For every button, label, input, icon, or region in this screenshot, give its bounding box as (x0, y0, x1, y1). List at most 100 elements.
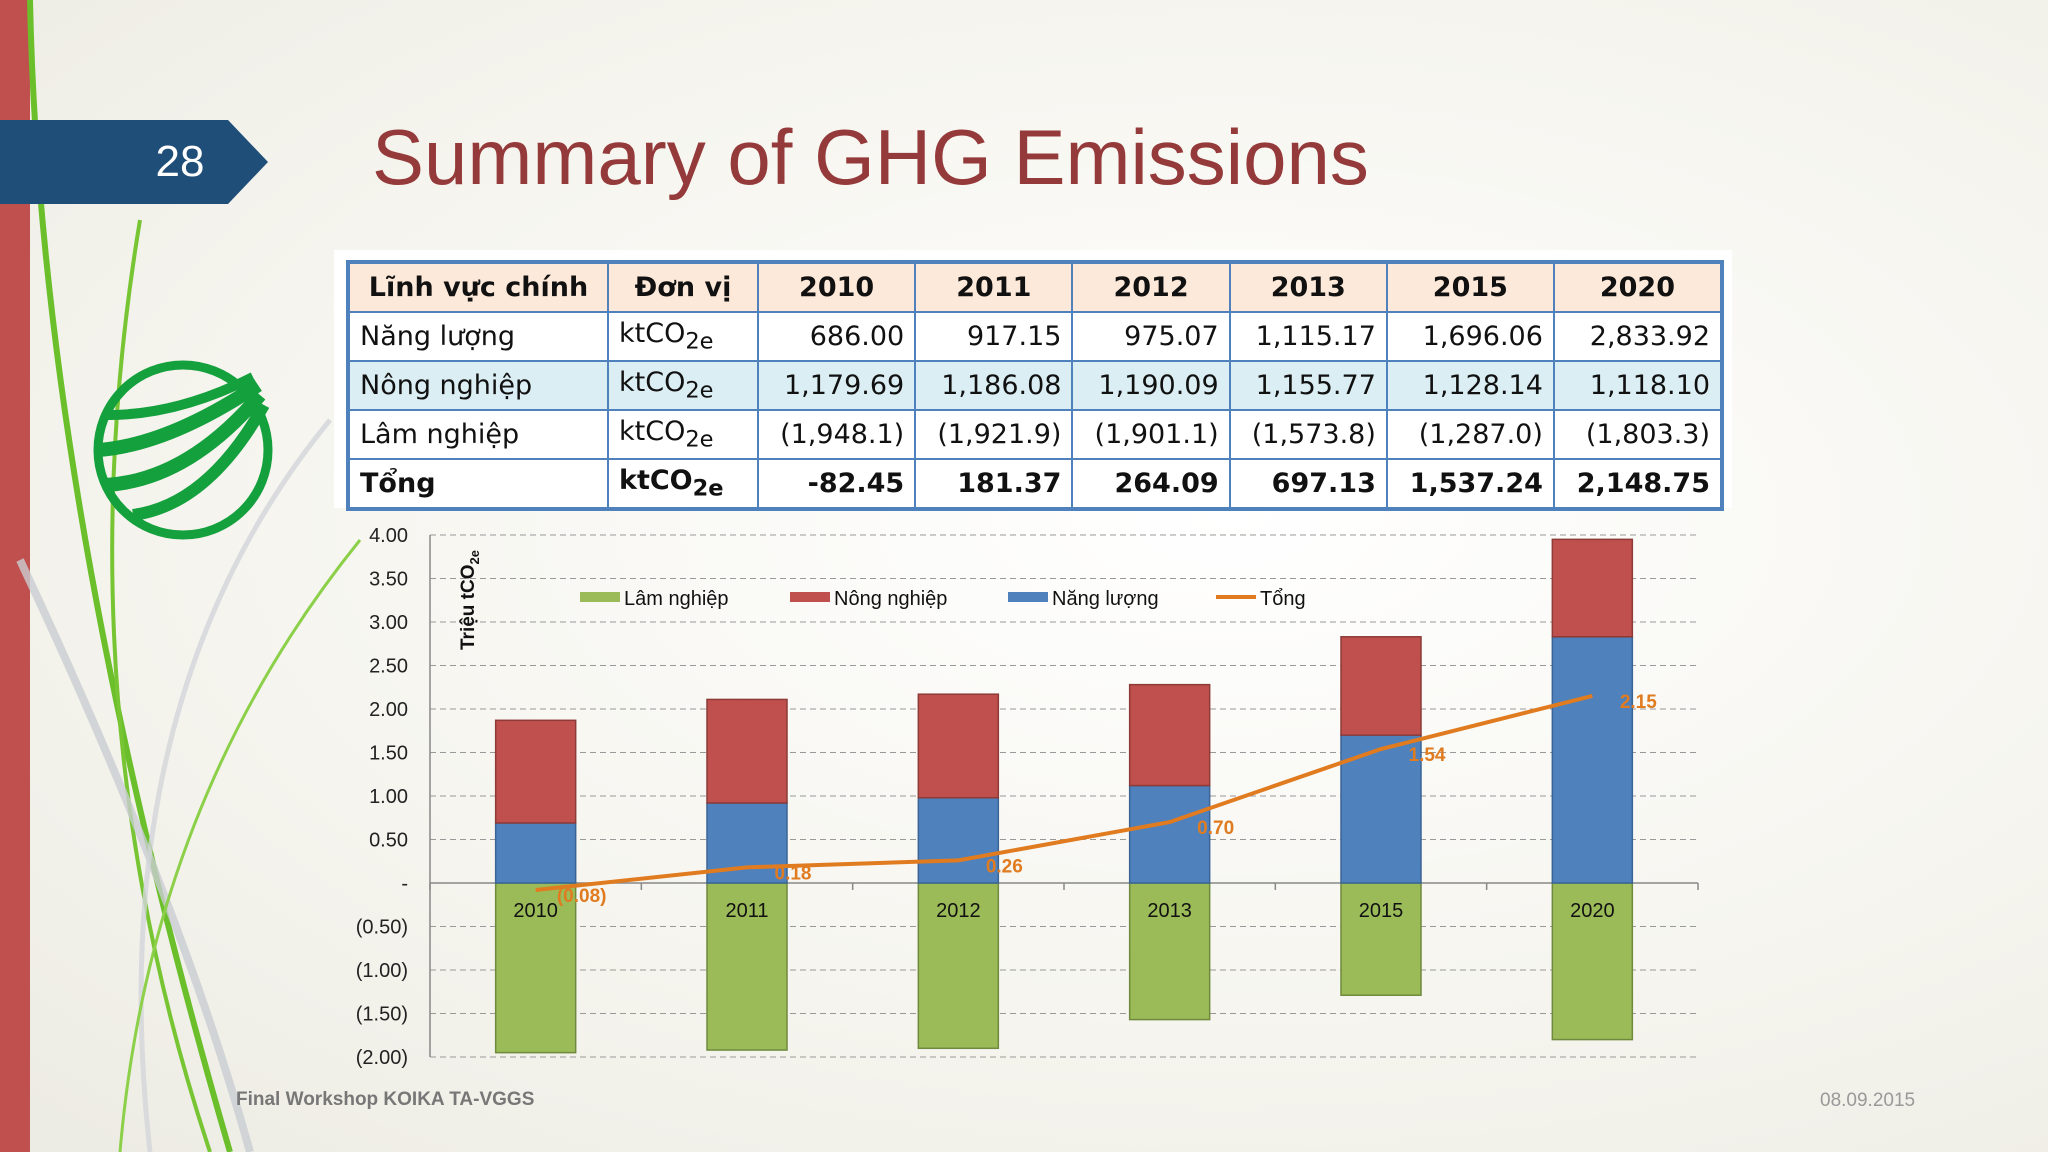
table-cell: (1,921.9) (914, 409, 1074, 460)
slide-number: 28 (155, 137, 205, 186)
bar-nong-nghiep (917, 693, 1000, 799)
y-tick-label: 2.50 (369, 656, 408, 678)
x-category-label: 2010 (513, 900, 558, 922)
y-tick-label: (0.50) (356, 917, 408, 939)
unit-sub: 2e (692, 475, 724, 502)
table-cell: 181.37 (914, 458, 1074, 510)
unit-base: ktCO (619, 416, 686, 448)
table-cell: 1,115.17 (1228, 311, 1388, 362)
bar-nong-nghiep (1340, 636, 1422, 736)
header-year: 2011 (914, 261, 1074, 313)
table-cell: (1,803.3) (1552, 409, 1724, 460)
header-sector: Lĩnh vực chính (347, 261, 609, 313)
x-category-label: 2015 (1359, 900, 1404, 922)
table-row: Nông nghiệp ktCO2e 1,179.69 1,186.08 1,1… (347, 360, 1724, 411)
bar-lam-nghiep (494, 882, 577, 1054)
legend-label: Nông nghiệp (834, 588, 947, 610)
y-axis-label: Triệu tCO2e (458, 550, 482, 650)
unit-base: ktCO (619, 465, 693, 497)
legend-label: Lâm nghiệp (624, 588, 729, 610)
legend-swatch (580, 592, 620, 602)
legend-swatch (1008, 592, 1048, 602)
bar-lam-nghiep (1340, 882, 1422, 996)
table-cell: (1,901.1) (1071, 409, 1231, 460)
table-cell: 917.15 (914, 311, 1074, 362)
bar-nong-nghiep (494, 719, 577, 824)
footer-date: 08.09.2015 (1820, 1090, 1916, 1111)
row-sector: Lâm nghiệp (347, 409, 609, 460)
line-data-label: 2.15 (1620, 692, 1657, 713)
table-cell: 1,186.08 (914, 360, 1074, 411)
table-header-row: Lĩnh vực chính Đơn vị 2010 2011 2012 201… (347, 261, 1724, 313)
line-tong (535, 694, 1593, 892)
table-cell: 1,696.06 (1385, 311, 1555, 362)
bar-lam-nghiep (1128, 882, 1211, 1021)
line-data-label: (0.08) (557, 886, 607, 907)
line-data-label: 0.26 (986, 856, 1023, 877)
y-tick-label: 1.00 (369, 786, 408, 808)
y-tick-label: 1.50 (369, 743, 408, 765)
slide-title: Summary of GHG Emissions (372, 113, 1369, 201)
row-sector: Nông nghiệp (347, 360, 609, 411)
row-sector: Năng lượng (347, 311, 609, 362)
x-category-label: 2013 (1147, 900, 1192, 922)
unit-sub: 2e (685, 328, 714, 355)
emissions-table: Lĩnh vực chính Đơn vị 2010 2011 2012 201… (346, 260, 1724, 511)
table-cell: -82.45 (756, 458, 917, 510)
footer-event: Final Workshop KOIKA TA-VGGS (236, 1089, 535, 1110)
y-tick-label: 0.50 (369, 830, 408, 852)
table-cell: 1,179.69 (756, 360, 917, 411)
bar-nang-luong (494, 822, 577, 884)
row-unit: ktCO2e (607, 409, 759, 460)
bar-nong-nghiep (1128, 683, 1211, 787)
table-cell: 1,128.14 (1385, 360, 1555, 411)
legend-label: Năng lượng (1052, 588, 1159, 610)
y-tick-label: 3.50 (369, 569, 408, 591)
unit-sub: 2e (685, 377, 714, 404)
table-cell: 2,833.92 (1552, 311, 1724, 362)
table-cell: 1,155.77 (1228, 360, 1388, 411)
line-data-label: 0.18 (775, 863, 812, 884)
bar-nong-nghiep (706, 698, 788, 804)
table-cell: (1,948.1) (756, 409, 917, 460)
decorative-grey-stroke (16, 558, 254, 1152)
y-tick-label: 2.00 (369, 699, 408, 721)
table-row-total: Tổng ktCO2e -82.45 181.37 264.09 697.13 … (347, 458, 1724, 510)
y-tick-label: (1.00) (356, 960, 408, 982)
decorative-green-stroke-2 (110, 219, 212, 1152)
decorative-grey-stroke-2 (138, 418, 332, 1152)
row-unit: ktCO2e (607, 458, 759, 510)
y-tick-label: (1.50) (356, 1004, 408, 1026)
table-cell: 975.07 (1071, 311, 1231, 362)
bar-nang-luong (1128, 784, 1211, 884)
header-year: 2012 (1071, 261, 1231, 313)
bar-lam-nghiep (706, 882, 788, 1051)
header-year: 2015 (1385, 261, 1555, 313)
header-year: 2020 (1552, 261, 1724, 313)
table-cell: 1,537.24 (1385, 458, 1555, 510)
bar-nong-nghiep (1551, 538, 1634, 638)
table-cell: 1,118.10 (1552, 360, 1724, 411)
table-cell: 686.00 (756, 311, 917, 362)
emissions-table-panel: Lĩnh vực chính Đơn vị 2010 2011 2012 201… (334, 250, 1732, 511)
slide-number-tab (0, 120, 268, 204)
unit-sub: 2e (685, 426, 714, 453)
table-row: Lâm nghiệp ktCO2e (1,948.1) (1,921.9) (1… (347, 409, 1724, 460)
header-unit: Đơn vị (607, 261, 759, 313)
header-year: 2013 (1228, 261, 1388, 313)
table-cell: 264.09 (1071, 458, 1231, 510)
x-category-label: 2020 (1570, 900, 1615, 922)
header-year: 2010 (756, 261, 917, 313)
bar-lam-nghiep (1551, 882, 1634, 1041)
row-sector: Tổng (347, 458, 609, 510)
x-category-label: 2012 (936, 900, 981, 922)
organization-logo (93, 360, 273, 540)
table-cell: 2,148.75 (1552, 458, 1724, 510)
line-data-label: 1.54 (1409, 745, 1446, 766)
y-tick-label: 3.00 (369, 612, 408, 634)
x-category-label: 2011 (725, 900, 768, 922)
legend-swatch (790, 592, 830, 602)
unit-base: ktCO (619, 367, 686, 399)
line-data-label: 0.70 (1197, 818, 1234, 839)
